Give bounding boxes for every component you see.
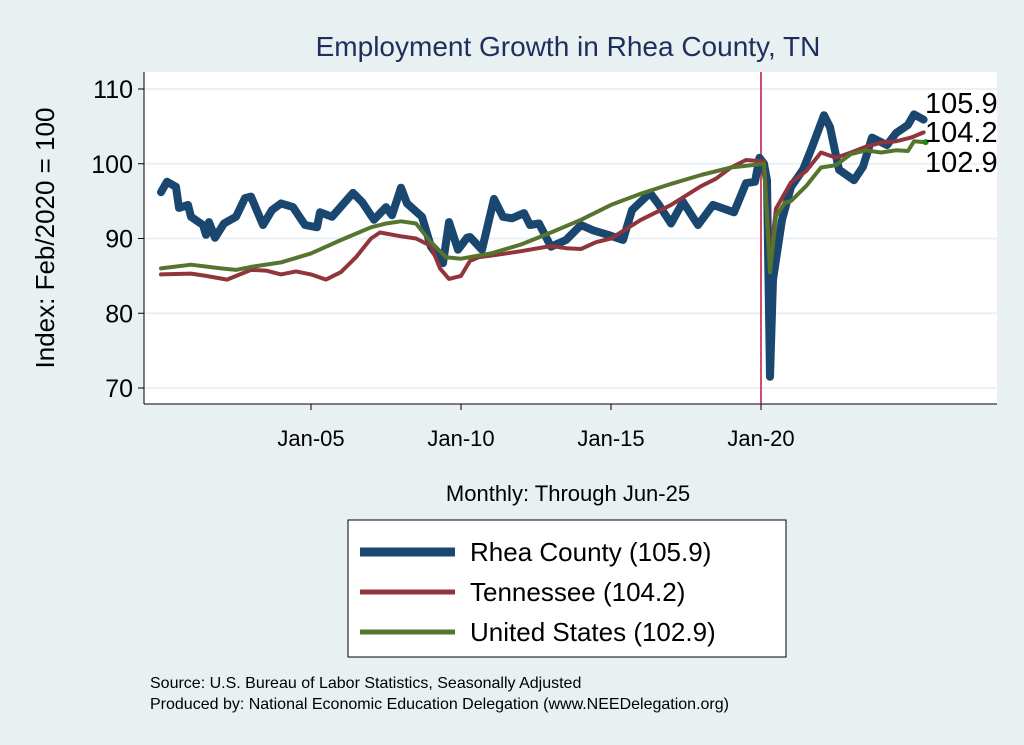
y-tick-label: 80: [105, 300, 133, 328]
end-label-0: 105.9: [925, 88, 998, 120]
y-tick-label: 70: [105, 375, 133, 403]
x-tick-label: Jan-15: [577, 426, 644, 451]
end-label-2: 102.9: [925, 147, 998, 179]
source-note: Source: U.S. Bureau of Labor Statistics,…: [150, 675, 581, 692]
series-line-0: [157, 110, 928, 381]
x-tick-label: Jan-20: [727, 426, 794, 451]
series-line-1: [159, 130, 926, 282]
y-axis-title: Index: Feb/2020 = 100: [30, 108, 60, 369]
legend-label-2: United States (102.9): [470, 617, 716, 647]
x-tick-label: Jan-10: [427, 426, 494, 451]
producer-note: Produced by: National Economic Education…: [150, 696, 729, 713]
legend-label-1: Tennessee (104.2): [470, 577, 685, 607]
series-line-2: [159, 139, 926, 275]
y-tick-label: 90: [105, 226, 133, 254]
end-dot: [922, 139, 929, 146]
legend-label-0: Rhea County (105.9): [470, 537, 711, 567]
chart-title: Employment Growth in Rhea County, TN: [316, 31, 821, 62]
legend: Rhea County (105.9) Tennessee (104.2) Unit…: [347, 519, 787, 658]
y-tick-label: 110: [93, 76, 133, 104]
y-tick-label: 100: [91, 151, 133, 179]
x-axis-title: Monthly: Through Jun-25: [446, 481, 690, 506]
end-label-1: 104.2: [925, 117, 998, 149]
x-tick-label: Jan-05: [277, 426, 344, 451]
